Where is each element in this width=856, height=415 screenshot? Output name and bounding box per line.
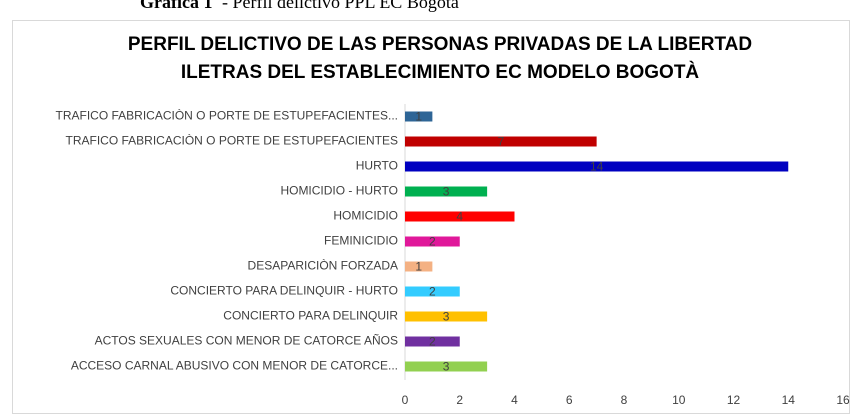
bar <box>405 261 433 272</box>
bar <box>405 161 789 172</box>
x-tick-label: 12 <box>727 393 741 407</box>
data-label: 3 <box>443 310 450 324</box>
y-tick-label: HOMICIDIO <box>333 209 398 223</box>
caption-text: - Perfil delictivo PPL EC Bogotá <box>222 0 459 12</box>
x-tick-label: 0 <box>402 393 409 407</box>
y-tick-label: ACCESO CARNAL ABUSIVO CON MENOR DE CATOR… <box>71 359 398 373</box>
bar <box>405 336 460 347</box>
x-tick-label: 14 <box>782 393 796 407</box>
data-label: 4 <box>456 210 463 224</box>
y-tick-label: ACTOS SEXUALES CON MENOR DE CATORCE AÑOS <box>95 334 398 348</box>
x-tick-label: 16 <box>836 393 850 407</box>
y-tick-label: CONCIERTO PARA DELINQUIR <box>223 309 398 323</box>
bar <box>405 111 433 122</box>
data-label: 3 <box>443 360 450 374</box>
y-tick-label: TRAFICO FABRICACIÒN O PORTE DE ESTUPEFAC… <box>66 133 399 148</box>
bar <box>405 236 460 247</box>
y-tick-label: CONCIERTO PARA DELINQUIR - HURTO <box>170 284 398 298</box>
data-label: 7 <box>497 135 504 149</box>
y-tick-label: FEMINICIDIO <box>324 234 398 248</box>
chart-title: ILETRAS DEL ESTABLECIMIENTO EC MODELO BO… <box>181 61 700 83</box>
y-tick-label: HOMICIDIO - HURTO <box>280 184 398 198</box>
bar <box>405 136 597 147</box>
y-tick-label: DESAPARICIÒN FORZADA <box>248 258 398 273</box>
data-label: 14 <box>590 160 604 174</box>
bar <box>405 361 488 372</box>
y-tick-label: HURTO <box>356 159 398 173</box>
data-label: 1 <box>415 260 422 274</box>
data-label: 2 <box>429 235 436 249</box>
x-tick-label: 4 <box>511 393 518 407</box>
data-label: 3 <box>443 185 450 199</box>
bar <box>405 211 515 222</box>
x-tick-label: 2 <box>456 393 463 407</box>
data-label: 1 <box>415 110 422 124</box>
bar <box>405 286 460 297</box>
x-tick-label: 6 <box>566 393 573 407</box>
y-tick-label: TRAFICO FABRICACIÒN O PORTE DE ESTUPEFAC… <box>56 108 399 123</box>
bar <box>405 311 488 322</box>
data-label: 2 <box>429 335 436 349</box>
caption-label: Gráfica 1 <box>140 0 212 12</box>
bar <box>405 186 488 197</box>
x-tick-label: 10 <box>672 393 686 407</box>
x-tick-label: 8 <box>621 393 628 407</box>
data-label: 2 <box>429 285 436 299</box>
chart-title: PERFIL DELICTIVO DE LAS PERSONAS PRIVADA… <box>128 34 752 55</box>
